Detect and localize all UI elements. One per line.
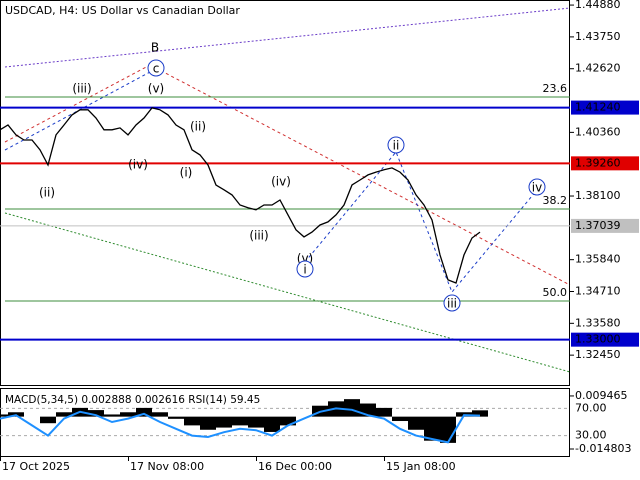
- wave-label: ii: [393, 139, 400, 153]
- macd-bar: [104, 414, 120, 417]
- wave-label: iv: [532, 181, 542, 195]
- y-tick-label: 1.42620: [575, 62, 621, 75]
- wave-label: (ii): [39, 186, 55, 200]
- macd-bar: [88, 410, 104, 417]
- wave-label: c: [153, 62, 160, 76]
- macd-bar: [184, 416, 200, 426]
- price-tag-label: 1.33000: [575, 333, 621, 346]
- wave-label: (iv): [128, 158, 148, 172]
- macd-bar: [248, 416, 264, 428]
- wave-circle: [528, 178, 546, 196]
- trend-line: [149, 64, 571, 286]
- macd-bar: [392, 416, 408, 422]
- macd-bar: [408, 416, 424, 430]
- y2-tick-label: 30.00: [575, 429, 607, 442]
- wave-circle: [147, 59, 165, 77]
- wave-label: B: [151, 41, 159, 55]
- y-tick-label: -0.014803: [575, 442, 631, 455]
- x-tick-label: 17 Oct 2025: [2, 460, 70, 473]
- indicator-title: MACD(5,34,5) 0.002888 0.002616 RSI(14) 5…: [5, 394, 260, 406]
- macd-bar: [376, 407, 392, 417]
- macd-bar: [232, 416, 248, 426]
- main-frame: [0, 0, 570, 386]
- wave-label: (ii): [190, 120, 206, 134]
- y-tick-label: 1.40360: [575, 125, 621, 138]
- price-tag-label: 1.39260: [575, 156, 621, 169]
- price-tag: [571, 100, 639, 115]
- macd-bar: [56, 412, 72, 417]
- wave-label: (v): [148, 82, 164, 96]
- fib-label: 38.2: [543, 194, 568, 207]
- macd-bar: [264, 416, 280, 432]
- price-line: [0, 107, 481, 284]
- macd-bar: [216, 416, 232, 428]
- y-tick-label: 1.35840: [575, 253, 621, 266]
- macd-bar: [136, 407, 152, 417]
- y2-tick-label: 70.00: [575, 401, 607, 414]
- macd-bar: [440, 416, 456, 443]
- wave-circle: [296, 260, 314, 278]
- indicator-frame: [0, 388, 570, 457]
- price-tag-label: 1.37039: [575, 219, 621, 232]
- x-tick-label: 16 Dec 00:00: [258, 460, 332, 473]
- wave-label: iii: [447, 297, 457, 311]
- x-tick-label: 15 Jan 08:00: [386, 460, 456, 473]
- macd-bar: [0, 414, 8, 417]
- wave-circle: [443, 294, 461, 312]
- wave-label: (i): [180, 166, 193, 180]
- price-tag: [571, 156, 639, 171]
- rsi-line: [0, 407, 481, 444]
- x-tick-label: 17 Nov 08:00: [130, 460, 204, 473]
- macd-bar: [344, 399, 360, 417]
- wave-circle: [387, 136, 405, 154]
- macd-bar: [40, 416, 56, 424]
- wave-label: i: [303, 263, 306, 277]
- y-tick-label: 1.33580: [575, 316, 621, 329]
- y-tick-label: 1.43750: [575, 30, 621, 43]
- y-tick-label: 1.44880: [575, 0, 621, 11]
- y-tick-label: 1.34710: [575, 284, 621, 297]
- trend-line: [4, 7, 571, 68]
- fib-label: 23.6: [543, 82, 568, 95]
- chart-title: USDCAD, H4: US Dollar vs Canadian Dollar: [5, 4, 240, 17]
- macd-bar: [472, 410, 488, 417]
- price-tag: [571, 332, 639, 347]
- macd-bar: [152, 412, 168, 417]
- macd-bar: [424, 416, 440, 441]
- macd-bar: [168, 416, 184, 419]
- y-tick-label: 1.32450: [575, 348, 621, 361]
- y-tick-label: 1.38100: [575, 189, 621, 202]
- wave-label: (iii): [249, 229, 268, 243]
- wave-label: (iv): [271, 175, 291, 189]
- macd-bar: [280, 416, 296, 426]
- macd-bar: [200, 416, 216, 430]
- y-tick-label: 0.009465: [575, 389, 628, 402]
- trend-line: [4, 64, 151, 143]
- wave-line: [304, 151, 538, 293]
- price-tag: [571, 218, 639, 233]
- macd-bar: [120, 412, 136, 417]
- wave-label: (iii): [72, 82, 91, 96]
- fib-label: 50.0: [543, 286, 568, 299]
- trend-line: [4, 212, 571, 373]
- price-tag-label: 1.41240: [575, 101, 621, 114]
